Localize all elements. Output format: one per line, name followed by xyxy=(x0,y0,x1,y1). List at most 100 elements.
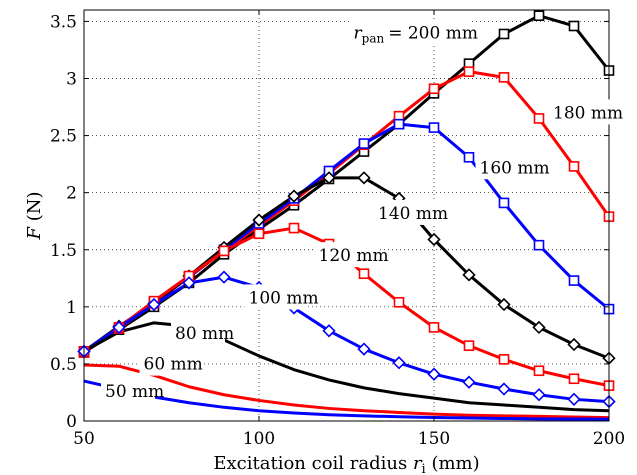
x-axis-label-main: Excitation coil radius xyxy=(213,453,413,474)
marker-180-mm-150 xyxy=(428,83,440,95)
y-tick-label-0: 0 xyxy=(66,412,77,432)
y-tick-label-3: 3 xyxy=(66,70,77,90)
marker-160-mm-150 xyxy=(428,122,440,133)
plot-frame xyxy=(83,9,610,422)
marker-200-mm-190 xyxy=(568,20,580,32)
y-tick-label-3-5: 3.5 xyxy=(50,12,77,32)
series-line-140-mm xyxy=(83,176,610,360)
marker-160-mm-170 xyxy=(498,197,510,209)
series-labels: rpan = 200 mm 180 mm 160 mm 140 mm 120 mm 100 … xyxy=(101,19,623,404)
marker-100-mm-130 xyxy=(357,342,371,356)
series-line-200-mm xyxy=(83,14,611,354)
marker-120-mm-140 xyxy=(393,296,405,308)
series-label-bg-100-mm xyxy=(244,284,308,310)
marker-180-mm-190 xyxy=(568,161,580,172)
marker-120-mm-190 xyxy=(568,373,580,385)
x-axis-label-unit: (mm) xyxy=(426,453,480,474)
x-axis-label: Excitation coil radius ri (mm) xyxy=(213,453,479,475)
x-tick-label-150: 150 xyxy=(418,429,450,449)
series-label-value: = 200 mm xyxy=(388,24,478,44)
marker-180-mm-160 xyxy=(463,66,475,77)
y-tick-label-1: 1 xyxy=(66,298,77,318)
y-tick-label-0-5: 0.5 xyxy=(50,355,77,375)
y-tick-label-2: 2 xyxy=(66,184,77,204)
series-label-100-mm: 100 mm xyxy=(249,288,319,308)
series-label-200-mm: rpan = 200 mm xyxy=(354,24,478,46)
marker-120-mm-100 xyxy=(253,228,265,240)
series-label-bg-180-mm xyxy=(549,99,613,125)
series-label-120-mm: 120 mm xyxy=(319,246,389,266)
series-line-100-mm xyxy=(83,275,610,404)
marker-100-mm-150 xyxy=(427,367,441,381)
marker-100-mm-180 xyxy=(532,388,546,402)
marker-120-mm-90 xyxy=(218,245,230,257)
series-label-bg-120-mm xyxy=(314,242,378,268)
series-label-sub: pan xyxy=(362,32,385,46)
x-tick-label-50: 50 xyxy=(73,429,95,449)
marker-120-mm-110 xyxy=(288,222,300,234)
marker-100-mm-160 xyxy=(462,375,476,389)
series-label-bg-50-mm xyxy=(101,378,155,404)
marker-140-mm-110 xyxy=(287,189,301,203)
marker-120-mm-160 xyxy=(463,340,475,351)
axis-ticks xyxy=(83,10,610,422)
grid xyxy=(84,10,609,421)
marker-140-mm-100 xyxy=(252,213,266,227)
marker-120-mm-150 xyxy=(428,322,440,333)
marker-140-mm-180 xyxy=(532,320,546,335)
series-label-bg-60-mm xyxy=(139,350,194,376)
marker-160-mm-130 xyxy=(358,138,370,149)
marker-160-mm-140 xyxy=(393,118,405,130)
y-axis-label-unit: (N) xyxy=(24,191,45,227)
marker-140-mm-150 xyxy=(427,232,441,247)
series-label-140-mm: 140 mm xyxy=(378,204,448,224)
marker-100-mm-190 xyxy=(567,392,581,406)
marker-140-mm-120 xyxy=(322,171,336,185)
series-line-180-mm xyxy=(83,70,611,354)
marker-100-mm-70 xyxy=(147,297,161,312)
y-axis-label-var: F xyxy=(24,226,45,241)
marker-160-mm-180 xyxy=(533,239,545,251)
marker-100-mm-170 xyxy=(497,382,511,396)
series-label-bg-160-mm xyxy=(475,154,539,180)
series-label-60-mm: 60 mm xyxy=(144,355,203,375)
marker-140-mm-190 xyxy=(567,337,581,352)
x-axis-label-var: r xyxy=(413,453,423,474)
series-line-50-mm xyxy=(83,379,610,421)
marker-200-mm-170 xyxy=(498,28,510,40)
marker-100-mm-90 xyxy=(217,270,231,284)
series-label-160-mm: 160 mm xyxy=(480,158,550,178)
x-tick-label-100: 100 xyxy=(243,429,275,449)
tick-labels: 50 100 150 200 0 0.5 1 1.5 2 2.5 3 3.5 xyxy=(50,12,625,449)
series-line-60-mm xyxy=(83,363,610,420)
marker-120-mm-130 xyxy=(358,268,370,280)
series-label-50-mm: 50 mm xyxy=(105,382,164,402)
marker-100-mm-80 xyxy=(182,276,196,290)
marker-180-mm-180 xyxy=(533,113,545,124)
marker-100-mm-120 xyxy=(322,324,336,338)
marker-140-mm-160 xyxy=(462,268,476,282)
series-label-180-mm: 180 mm xyxy=(553,103,623,123)
series-label-bg-80-mm xyxy=(171,319,225,345)
y-tick-label-2-5: 2.5 xyxy=(50,127,77,147)
marker-160-mm-160 xyxy=(463,151,475,163)
marker-120-mm-180 xyxy=(533,365,545,377)
series-label-prefix: r xyxy=(354,24,363,44)
marker-120-mm-170 xyxy=(498,354,510,365)
marker-200-mm-180 xyxy=(533,10,545,22)
series-markers xyxy=(77,10,616,409)
series-label-bg-200-mm xyxy=(349,19,472,45)
marker-180-mm-170 xyxy=(498,72,510,83)
x-tick-label-200: 200 xyxy=(593,429,625,449)
marker-140-mm-170 xyxy=(497,297,511,312)
y-axis-label: F (N) xyxy=(24,191,45,240)
marker-140-mm-130 xyxy=(357,171,371,185)
marker-100-mm-140 xyxy=(392,356,406,370)
marker-160-mm-190 xyxy=(568,275,580,286)
series-label-bg-140-mm xyxy=(374,199,438,225)
marker-100-mm-60 xyxy=(112,320,126,335)
y-tick-label-1-5: 1.5 xyxy=(50,241,77,261)
series-label-80-mm: 80 mm xyxy=(175,324,234,344)
x-axis-label-sub: i xyxy=(422,462,426,475)
